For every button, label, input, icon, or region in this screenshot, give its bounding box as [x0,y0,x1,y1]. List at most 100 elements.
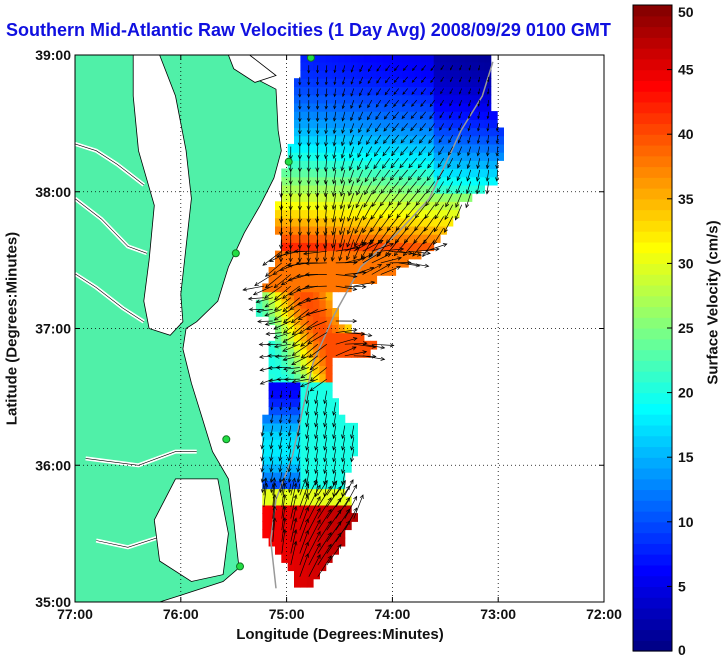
velocity-vector [394,76,399,83]
vector-head [273,316,279,321]
velocity-cell [319,422,327,432]
vector-head [362,215,367,221]
velocity-vector [317,497,332,519]
vector-head [263,477,268,482]
colorbar-tick-label: 50 [678,4,694,20]
velocity-cell [452,160,460,170]
velocity-cell [389,176,397,186]
vector-head [339,192,344,197]
vector-head [367,333,373,338]
velocity-vector [428,146,435,156]
vector-head [438,151,442,156]
vector-head [316,70,320,74]
velocity-vector [280,390,283,398]
velocity-cell [376,258,384,268]
velocity-vector [421,65,426,71]
velocity-vector [315,437,319,451]
velocity-cell [408,119,416,129]
velocity-cell [300,488,308,498]
velocity-cell [363,152,371,161]
velocity-cell [459,143,466,153]
vector-head [264,321,270,326]
velocity-vector [439,123,444,131]
velocity-cell [306,472,314,481]
vector-head [449,91,452,95]
velocity-vector [487,100,490,107]
vector-head [315,192,320,198]
velocity-cell [433,78,441,87]
velocity-vector [335,337,357,345]
velocity-vector [292,332,310,346]
velocity-vector [467,146,472,156]
velocity-cell [490,168,498,178]
velocity-cell [325,225,333,235]
vector-head [417,252,422,257]
vector-head [297,257,302,263]
velocity-vector [358,99,364,108]
velocity-vector [367,76,373,84]
velocity-vector [367,111,373,120]
velocity-cell [332,217,339,227]
velocity-cell [452,168,460,178]
vector-head [274,354,280,359]
velocity-vector [333,413,337,427]
vector-head [267,365,273,371]
velocity-vector [317,544,332,566]
velocity-vector [292,343,309,356]
vector-head [352,274,358,279]
velocity-cell [395,176,403,186]
vector-head [447,151,452,156]
colorbar-segment [633,446,672,458]
velocity-vector [317,532,332,554]
velocity-vector [315,425,319,439]
vector-head [358,104,362,109]
velocity-cell [344,176,352,186]
velocity-cell [344,168,352,178]
velocity-cell [287,299,295,309]
velocity-vector [325,146,328,159]
velocity-cell [357,70,365,79]
velocity-cell [344,193,352,202]
velocity-vector [447,169,454,181]
vector-head [448,139,452,144]
velocity-cell [427,168,435,178]
x-axis-label: Longitude (Degrees:Minutes) [236,626,444,643]
velocity-cell [313,332,320,342]
velocity-vector [279,425,283,437]
velocity-vector [375,99,382,108]
vector-head [419,115,424,120]
vector-head [355,203,360,209]
velocity-vector [397,192,408,206]
vector-head [260,432,265,437]
velocity-vector [335,274,357,277]
velocity-cell [294,439,301,449]
vector-head [332,129,337,135]
velocity-cell [414,209,422,219]
velocity-cell [351,111,358,120]
velocity-vector [339,239,346,261]
vector-head [342,69,345,74]
velocity-cell [338,324,346,334]
velocity-cell [401,143,409,153]
velocity-cell [382,267,390,276]
velocity-cell [325,447,333,457]
velocity-cell [294,332,301,342]
velocity-cell [287,537,295,547]
vector-head [323,446,328,451]
velocity-cell [471,78,479,87]
velocity-vector [476,181,481,194]
velocity-vector [270,460,274,472]
velocity-vector [344,342,367,345]
velocity-cell [300,70,308,79]
velocity-cell [332,414,339,424]
velocity-vector [315,402,319,416]
velocity-vector [272,494,276,519]
velocity-cell [382,127,390,137]
velocity-cell [300,447,308,457]
velocity-cell [306,267,314,276]
vector-head [371,344,377,349]
velocity-cell [351,119,358,129]
velocity-vector [306,390,310,404]
velocity-cell [376,127,384,137]
vector-head [438,139,442,144]
